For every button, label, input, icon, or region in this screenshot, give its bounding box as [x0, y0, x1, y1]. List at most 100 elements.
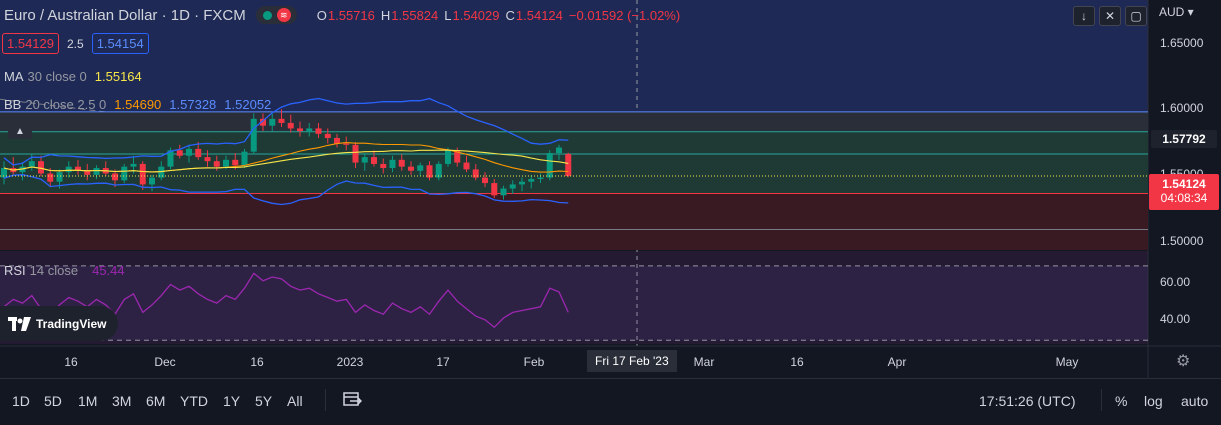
candle-body	[361, 157, 368, 163]
candle-body	[93, 168, 100, 175]
candle-body	[28, 161, 35, 167]
auto-scale-toggle[interactable]: auto	[1181, 393, 1209, 409]
data-status-icon: ≋	[276, 8, 291, 22]
buy-price-button[interactable]: 1.54154	[91, 33, 149, 54]
bid-ask-quote[interactable]: 1.54129 2.5 1.54154	[2, 33, 149, 54]
candle-body	[297, 128, 303, 132]
candle-body	[269, 118, 276, 126]
candle-body	[195, 148, 202, 158]
maximize-pane-icon[interactable]: ▢	[1125, 6, 1147, 26]
last-price-label: 1.54124 04:08:34	[1149, 174, 1219, 210]
symbol-legend[interactable]: Euro / Australian Dollar · 1D · FXCM ≋ O…	[4, 6, 680, 24]
rsi-band-fill	[0, 265, 1148, 341]
currency-selector[interactable]: AUD ▾	[1159, 5, 1194, 19]
candle-body	[509, 184, 516, 189]
candle-body	[371, 157, 377, 164]
price-axis-label: 1.60000	[1160, 101, 1204, 115]
range-1m-button[interactable]: 1M	[78, 393, 98, 409]
ma-line	[3, 149, 569, 173]
log-scale-toggle[interactable]: log	[1144, 393, 1163, 409]
candle-body	[232, 159, 239, 166]
bb-basis-value: 1.54690	[114, 97, 162, 112]
zone-gray	[0, 111, 1148, 132]
candle-body	[482, 177, 488, 184]
candle-body	[149, 177, 155, 185]
time-axis-label: 17	[436, 355, 450, 369]
ma-legend[interactable]: MA 30 close 0 1.55164	[4, 69, 142, 84]
candle-body	[528, 178, 535, 182]
candle-body	[121, 166, 128, 181]
rsi-value: 45.44	[92, 263, 125, 278]
symbol-title[interactable]: Euro / Australian Dollar · 1D · FXCM	[4, 6, 246, 24]
tradingview-logo-icon	[8, 316, 31, 331]
candle-body	[380, 163, 387, 169]
zone-top	[0, 0, 1148, 112]
range-6m-button[interactable]: 6M	[146, 393, 166, 409]
bar-countdown: 04:08:34	[1160, 191, 1208, 205]
time-axis-label: Apr	[887, 355, 907, 369]
collapse-pane-icon[interactable]: ✕	[1099, 6, 1121, 26]
candle-body	[537, 177, 544, 179]
candle-body	[352, 144, 359, 163]
high-value: 1.55824	[391, 7, 439, 23]
candle-body	[343, 143, 350, 145]
bb-params: 20 close 2.5 0	[25, 97, 107, 112]
candle-body	[417, 165, 424, 171]
candle-body	[334, 137, 340, 144]
ma-value: 1.55164	[94, 69, 142, 84]
goto-date-icon[interactable]	[342, 390, 363, 413]
range-3m-button[interactable]: 3M	[112, 393, 132, 409]
candle-body	[389, 159, 396, 169]
time-axis-label: Feb	[523, 355, 545, 369]
currency-label[interactable]: AUD	[1159, 5, 1185, 19]
close-label: C	[505, 7, 515, 23]
change-value: −0.01592 (−1.02%)	[568, 7, 681, 23]
utc-clock[interactable]: 17:51:26 (UTC)	[979, 393, 1076, 409]
crosshair-price-label: 1.57792	[1151, 130, 1217, 148]
move-down-icon[interactable]: ↓	[1073, 6, 1095, 26]
range-all-button[interactable]: All	[287, 393, 303, 409]
time-axis-label: 2023	[336, 355, 364, 369]
pane-tools[interactable]: ↓ ✕ ▢	[1073, 6, 1147, 26]
percent-scale-toggle[interactable]: %	[1115, 393, 1128, 409]
collapse-legend-icon[interactable]: ▲	[8, 123, 32, 139]
divider	[1101, 389, 1102, 411]
calendar-arrow-icon	[343, 392, 363, 406]
close-value: 1.54124	[515, 7, 563, 23]
candle-body	[65, 166, 72, 173]
range-5y-button[interactable]: 5Y	[255, 393, 273, 409]
candle-body	[408, 166, 414, 171]
sell-price-button[interactable]: 1.54129	[2, 33, 59, 54]
tradingview-logo[interactable]: TradingView	[0, 306, 118, 341]
price-chart[interactable]	[0, 0, 1221, 378]
rsi-pane-background	[0, 251, 1148, 344]
ma-name: MA	[4, 69, 24, 84]
range-ytd-button[interactable]: YTD	[180, 393, 208, 409]
candle-body	[75, 166, 81, 171]
price-axis-label: 1.50000	[1160, 234, 1204, 248]
market-status[interactable]: ≋	[255, 6, 297, 24]
range-5d-button[interactable]: 5D	[44, 393, 62, 409]
rsi-axis-label: 40.00	[1160, 312, 1191, 326]
rsi-legend[interactable]: RSI 14 close 45.44	[4, 263, 125, 278]
candle-body	[38, 161, 44, 174]
last-price-value: 1.54124	[1162, 177, 1206, 191]
candle-body	[241, 151, 248, 166]
candle-body	[426, 165, 433, 178]
candle-body	[445, 150, 451, 164]
rsi-params: 14 close	[29, 263, 79, 278]
ma-params: 30 close 0	[27, 69, 87, 84]
time-axis-label: Mar	[693, 355, 715, 369]
range-1y-button[interactable]: 1Y	[223, 393, 241, 409]
candle-body	[250, 118, 257, 152]
candle-body	[491, 183, 498, 196]
time-axis-label: 16	[790, 355, 804, 369]
time-axis-label: 16	[250, 355, 264, 369]
range-1d-button[interactable]: 1D	[12, 393, 30, 409]
open-value: 1.55716	[327, 7, 375, 23]
bb-upper-value: 1.57328	[169, 97, 217, 112]
bb-legend[interactable]: BB 20 close 2.5 0 1.54690 1.57328 1.5205…	[4, 97, 271, 112]
candle-body	[324, 133, 331, 138]
settings-gear-icon[interactable]: ⚙	[1176, 353, 1191, 370]
